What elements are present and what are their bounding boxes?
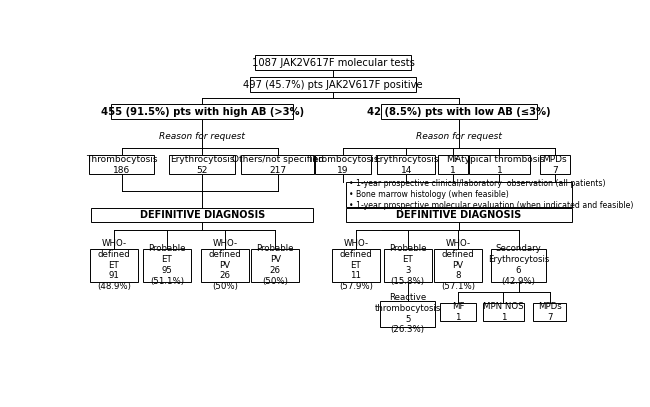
FancyBboxPatch shape [441,303,476,322]
FancyBboxPatch shape [241,155,314,174]
Text: Reason for request: Reason for request [159,132,245,141]
FancyBboxPatch shape [250,77,416,92]
FancyBboxPatch shape [346,182,573,207]
FancyBboxPatch shape [380,301,436,326]
Text: MPN NOS
1: MPN NOS 1 [483,302,524,322]
Text: Erythrocytosis
52: Erythrocytosis 52 [170,155,235,175]
Text: MPDs
7: MPDs 7 [543,155,567,175]
FancyBboxPatch shape [255,55,411,70]
Text: WHO-
defined
ET
91
(48.9%): WHO- defined ET 91 (48.9%) [97,239,131,291]
FancyBboxPatch shape [89,155,154,174]
Text: Thrombocytosis
19: Thrombocytosis 19 [307,155,379,175]
FancyBboxPatch shape [346,208,573,221]
FancyBboxPatch shape [381,104,537,119]
Text: Atypical thrombosis
1: Atypical thrombosis 1 [454,155,544,175]
Text: Erythrocytosis
14: Erythrocytosis 14 [374,155,438,175]
Text: Probable
ET
95
(51.1%): Probable ET 95 (51.1%) [148,245,186,286]
Text: MF
1: MF 1 [452,302,464,322]
Text: DEFINITIVE DIAGNOSIS: DEFINITIVE DIAGNOSIS [140,210,265,220]
FancyBboxPatch shape [377,155,435,174]
Text: 497 (45.7%) pts JAK2V617F positive: 497 (45.7%) pts JAK2V617F positive [243,80,423,90]
Text: Secondary
Erythrocytosis
6
(42.9%): Secondary Erythrocytosis 6 (42.9%) [488,245,549,286]
Text: 455 (91.5%) pts with high AB (>3%): 455 (91.5%) pts with high AB (>3%) [101,107,304,116]
Text: Reactive
thrombocytosis
5
(26.3%): Reactive thrombocytosis 5 (26.3%) [374,293,441,334]
Text: 42 (8.5%) pts with low AB (≤3%): 42 (8.5%) pts with low AB (≤3%) [367,107,551,116]
Text: WHO-
defined
PV
8
(57.1%): WHO- defined PV 8 (57.1%) [441,239,475,291]
FancyBboxPatch shape [170,155,235,174]
FancyBboxPatch shape [90,249,138,282]
Text: Probable
PV
26
(50%): Probable PV 26 (50%) [257,245,294,286]
FancyBboxPatch shape [483,303,523,322]
FancyBboxPatch shape [438,155,468,174]
Text: MF
1: MF 1 [447,155,460,175]
FancyBboxPatch shape [252,249,299,282]
FancyBboxPatch shape [143,249,191,282]
FancyBboxPatch shape [469,155,530,174]
FancyBboxPatch shape [201,249,249,282]
FancyBboxPatch shape [332,249,380,282]
Text: Probable
ET
3
(15.8%): Probable ET 3 (15.8%) [389,245,426,286]
Text: WHO-
defined
PV
26
(50%): WHO- defined PV 26 (50%) [209,239,241,291]
FancyBboxPatch shape [534,303,566,322]
FancyBboxPatch shape [540,155,570,174]
Text: Thrombocytosis
186: Thrombocytosis 186 [86,155,157,175]
FancyBboxPatch shape [434,249,482,282]
Text: • 1-year prospective clinical/laboratory  observation (all patients)
• Bone marr: • 1-year prospective clinical/laboratory… [349,179,633,210]
Text: 1087 JAK2V617F molecular tests: 1087 JAK2V617F molecular tests [252,58,415,68]
FancyBboxPatch shape [491,249,546,282]
Text: MPDs
7: MPDs 7 [538,302,562,322]
Text: Others/not specified
217: Others/not specified 217 [231,155,324,175]
Text: Reason for request: Reason for request [416,132,502,141]
FancyBboxPatch shape [91,208,313,221]
FancyBboxPatch shape [384,249,432,282]
FancyBboxPatch shape [112,104,292,119]
FancyBboxPatch shape [315,155,371,174]
Text: WHO-
defined
ET
11
(57.9%): WHO- defined ET 11 (57.9%) [339,239,372,291]
Text: DEFINITIVE DIAGNOSIS: DEFINITIVE DIAGNOSIS [396,210,522,220]
